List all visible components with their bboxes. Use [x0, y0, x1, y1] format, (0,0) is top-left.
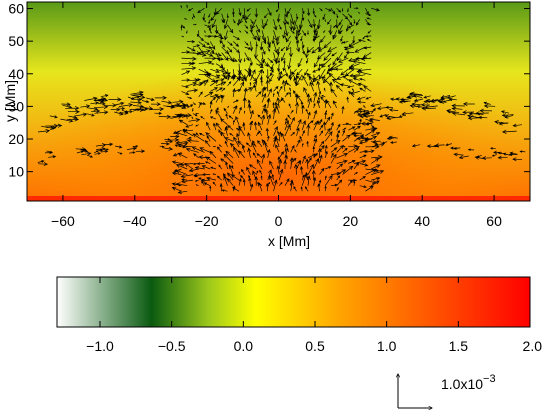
colorbar-ticks: −1.0 −0.5 0.0 0.5 1.0 1.5 2.0: [86, 277, 542, 354]
colorbar-tick-label: 0.5: [305, 338, 325, 354]
reference-vector-mantissa: 1.0x10: [441, 376, 483, 392]
reference-vector-legend: 1.0x10−3: [398, 373, 496, 408]
colorbar: −1.0 −0.5 0.0 0.5 1.0 1.5 2.0: [56, 276, 542, 354]
reference-vector-exponent: −3: [483, 373, 496, 385]
y-tick-label: 20: [8, 131, 24, 147]
x-tick-label: 40: [414, 213, 430, 229]
colorbar-tick-label: −1.0: [86, 338, 114, 354]
x-axis-label: x [Mm]: [268, 233, 310, 249]
heatmap-panel: −60 −40 −20 0 20 40 60 10 20 30 40 50 60 x [Mm] y […: [2, 1, 531, 249]
colorbar-gradient: [57, 277, 530, 327]
x-tick-label: −20: [195, 213, 219, 229]
vector-field: [37, 4, 526, 195]
x-tick-label: 60: [486, 213, 502, 229]
colorbar-frame: [56, 276, 531, 328]
x-tick-label: −60: [51, 213, 75, 229]
y-tick-label: 40: [8, 66, 24, 82]
colorbar-tick-label: 0.0: [234, 338, 254, 354]
x-tick-label: −40: [123, 213, 147, 229]
y-axis-label: y [Mm]: [2, 80, 18, 122]
y-tick-label: 30: [8, 98, 24, 114]
colorbar-tick-label: −0.5: [158, 338, 186, 354]
reference-vector-label: 1.0x10−3: [441, 373, 496, 392]
x-tick-label: 0: [275, 213, 283, 229]
velocity-arrows: [37, 4, 526, 195]
y-tick-label: 10: [8, 164, 24, 180]
y-tick-label: 50: [8, 33, 24, 49]
colorbar-tick-label: 1.0: [377, 338, 397, 354]
y-tick-label: 60: [8, 1, 24, 17]
y-axis-ticks: 10 20 30 40 50 60: [8, 1, 530, 180]
x-axis-ticks: −60 −40 −20 0 20 40 60: [51, 2, 502, 229]
colorbar-tick-label: 1.5: [449, 338, 469, 354]
colorbar-tick-label: 2.0: [523, 338, 543, 354]
x-tick-label: 20: [343, 213, 359, 229]
